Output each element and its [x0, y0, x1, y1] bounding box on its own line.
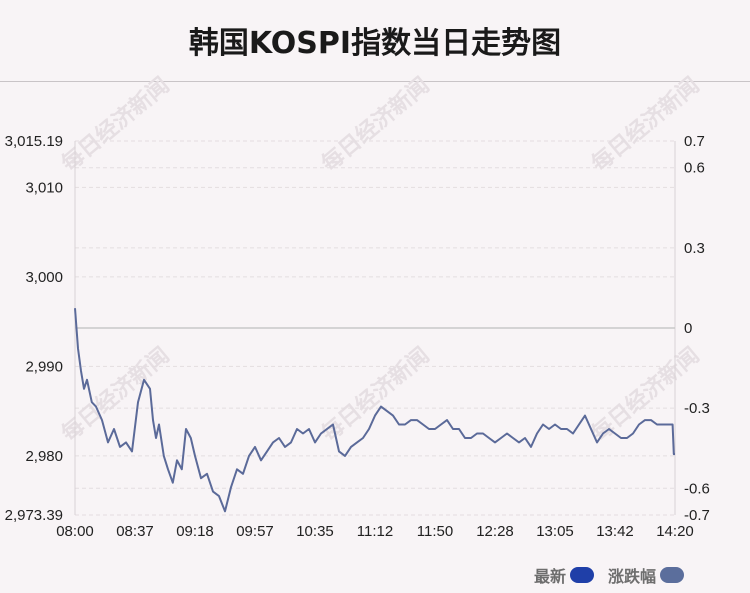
- right-tick-label-4: -0.3: [684, 400, 710, 417]
- left-tick-label-5: 2,973.39: [5, 507, 63, 524]
- series-line-0: [74, 308, 675, 513]
- watermark-0: 每日经济新闻: [57, 72, 175, 177]
- legend-swatch-change: [660, 567, 684, 583]
- x-tick-labels: 08:00 08:37 09:18 09:57 10:35 11:12 11:50 12:28…: [56, 523, 694, 540]
- x-tick-label-1: 08:37: [116, 523, 154, 540]
- right-tick-label-6: -0.7: [684, 507, 710, 524]
- left-tick-label-4: 2,980: [25, 448, 63, 465]
- watermark-1: 每日经济新闻: [317, 72, 435, 177]
- x-tick-label-8: 13:05: [536, 523, 574, 540]
- left-tick-label-1: 3,010: [25, 179, 63, 196]
- legend: 最新 涨跌幅: [534, 563, 684, 587]
- chart-title: 韩国KOSPI指数当日走势图: [188, 26, 562, 61]
- left-y-tick-labels: 3,015.19 3,010 3,000 2,990 2,980 2,973.39: [5, 133, 63, 524]
- legend-item-change[interactable]: 涨跌幅: [608, 563, 684, 587]
- x-tick-label-9: 13:42: [596, 523, 634, 540]
- right-tick-label-3: 0: [684, 320, 692, 337]
- left-tick-label-3: 2,990: [25, 358, 63, 375]
- right-tick-label-2: 0.3: [684, 240, 705, 257]
- right-tick-label-0: 0.7: [684, 133, 705, 150]
- x-tick-label-6: 11:50: [417, 523, 453, 540]
- x-tick-label-3: 09:57: [236, 523, 274, 540]
- legend-item-latest[interactable]: 最新: [534, 563, 594, 587]
- x-tick-label-2: 09:18: [176, 523, 214, 540]
- series-layer: [74, 308, 675, 513]
- x-tick-label-4: 10:35: [296, 523, 334, 540]
- x-tick-label-7: 12:28: [476, 523, 514, 540]
- x-tick-label-0: 08:00: [56, 523, 94, 540]
- title-divider: [0, 81, 750, 82]
- grid-lines: [75, 140, 675, 516]
- right-tick-label-5: -0.6: [684, 480, 710, 497]
- legend-label-latest: 最新: [533, 567, 566, 586]
- right-tick-label-1: 0.6: [684, 160, 705, 177]
- legend-swatch-latest: [569, 567, 594, 583]
- legend-label-change: 涨跌幅: [607, 567, 656, 586]
- axes: [74, 141, 676, 515]
- right-y-tick-labels: 0.7 0.6 0.3 0 -0.3 -0.6 -0.7: [684, 133, 710, 524]
- left-tick-label-0: 3,015.19: [5, 133, 63, 150]
- left-tick-label-2: 3,000: [25, 269, 63, 286]
- x-tick-label-5: 11:12: [357, 523, 393, 540]
- x-tick-label-10: 14:20: [656, 523, 694, 540]
